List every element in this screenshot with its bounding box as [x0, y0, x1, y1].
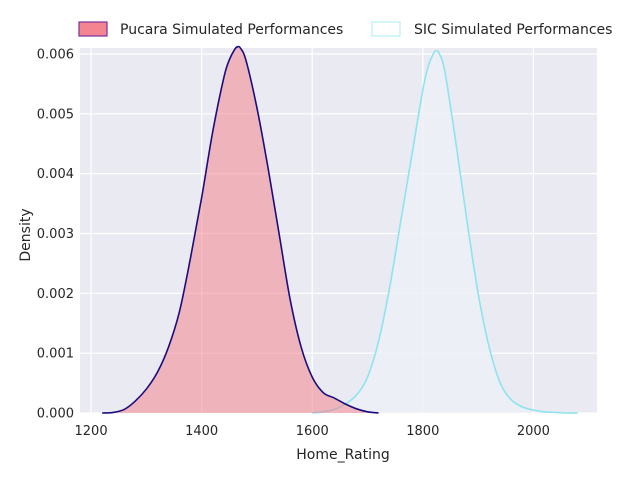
x-tick-label: 1800 [406, 424, 439, 439]
legend-swatch-pucara [78, 21, 108, 37]
y-axis-label: Density [18, 208, 34, 261]
legend-label-pucara: Pucara Simulated Performances [120, 22, 343, 38]
y-tick-labels: 0.000 0.001 0.002 0.003 0.004 0.005 0.006 [37, 47, 74, 421]
x-axis-label: Home_Rating [296, 447, 389, 463]
series-line-sic [312, 50, 578, 414]
legend: Pucara Simulated Performances SIC Simula… [78, 21, 612, 38]
y-tick-label: 0.004 [37, 167, 74, 182]
series-area-pucara [102, 45, 379, 414]
y-tick-label: 0.006 [37, 47, 74, 62]
series-fill-sic [312, 50, 578, 414]
y-tick-label: 0.003 [37, 227, 74, 242]
y-tick-label: 0.005 [37, 107, 74, 122]
plot-area [80, 48, 597, 413]
x-tick-label: 2000 [517, 424, 550, 439]
legend-label-sic: SIC Simulated Performances [414, 22, 612, 38]
x-tick-labels: 1200 1400 1600 1800 2000 [75, 424, 550, 439]
y-tick-label: 0.000 [37, 407, 74, 422]
y-tick-label: 0.002 [37, 287, 74, 302]
series-fill-pucara [102, 46, 379, 414]
series-line-pucara [102, 45, 379, 414]
x-tick-label: 1600 [296, 424, 329, 439]
x-tick-label: 1200 [75, 424, 108, 439]
y-tick-label: 0.001 [37, 347, 74, 362]
legend-swatch-sic [371, 21, 401, 37]
x-tick-label: 1400 [185, 424, 218, 439]
series-area-sic [312, 50, 578, 414]
